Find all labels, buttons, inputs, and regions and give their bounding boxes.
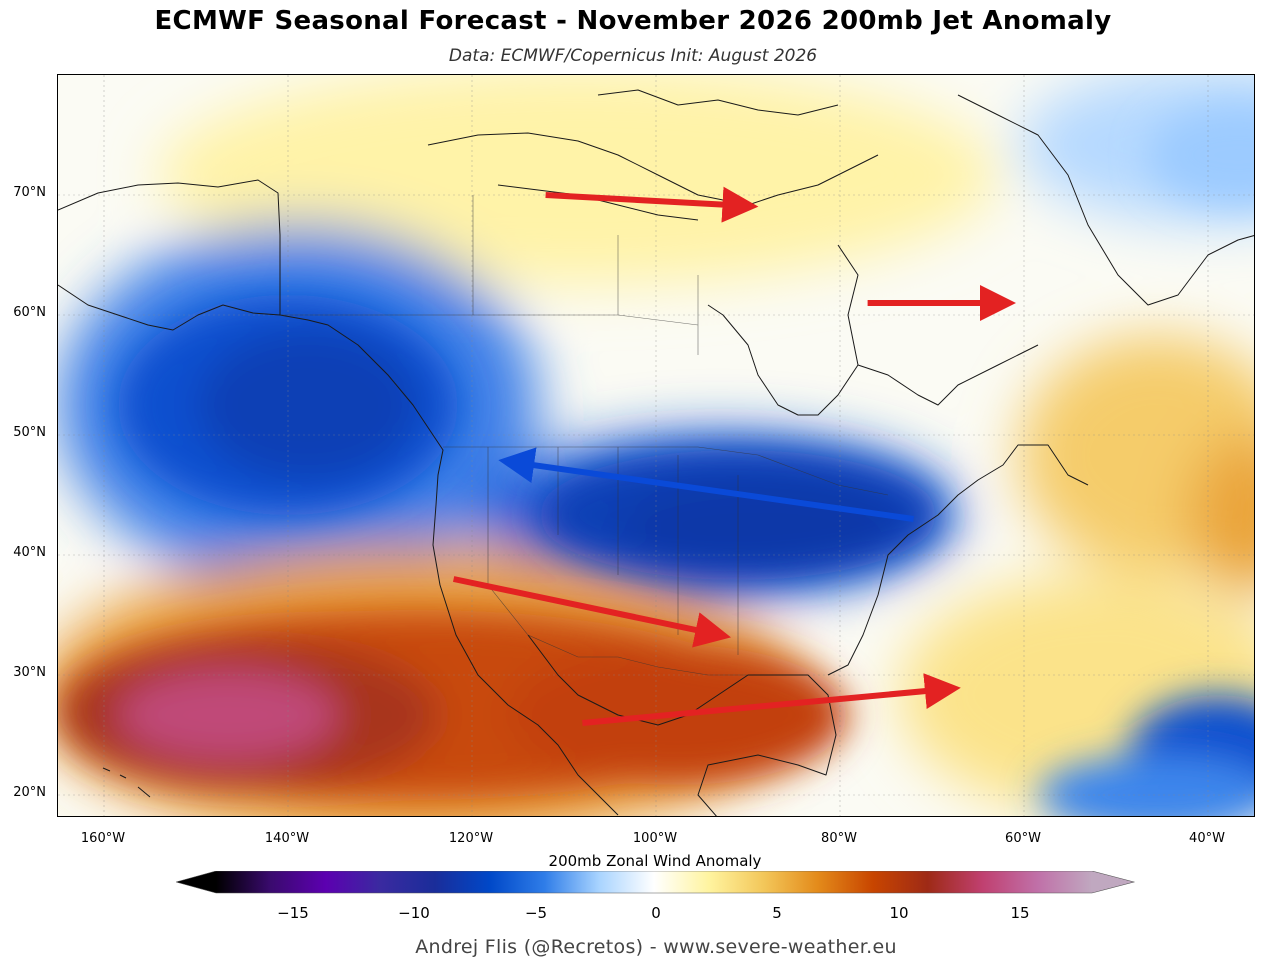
political-borders — [280, 195, 889, 676]
lat-label-70n: 70°N — [13, 185, 46, 200]
graticule — [58, 75, 1254, 816]
colorbar-tick-m10: −10 — [398, 904, 430, 922]
lon-label-40w: 40°W — [1189, 831, 1225, 846]
lon-label-160w: 160°W — [80, 831, 126, 846]
arrow-arctic-canada — [545, 186, 759, 223]
colorbar-extend-high — [1092, 871, 1134, 893]
colorbar-tick-15: 15 — [1010, 904, 1030, 922]
chart-title: ECMWF Seasonal Forecast - November 2026 … — [154, 6, 1112, 36]
arrow-subtropical-jet — [582, 673, 961, 726]
lon-label-140w: 140°W — [264, 831, 310, 846]
jet-arrows — [452, 186, 1016, 726]
colorbar-extend-low — [176, 871, 216, 893]
lat-label-30n: 30°N — [13, 665, 46, 680]
lon-label-80w: 80°W — [821, 831, 857, 846]
colorbar — [176, 871, 1136, 894]
map-panel — [57, 74, 1255, 817]
colorbar-tick-m5: −5 — [524, 904, 548, 922]
lon-label-120w: 120°W — [448, 831, 494, 846]
colorbar-tick-10: 10 — [889, 904, 909, 922]
chart-subtitle: Data: ECMWF/Copernicus Init: August 2026 — [448, 46, 818, 66]
lon-label-100w: 100°W — [632, 831, 678, 846]
lat-label-50n: 50°N — [13, 425, 46, 440]
lat-label-60n: 60°N — [13, 305, 46, 320]
colorbar-tick-0: 0 — [651, 904, 661, 922]
colorbar-label: 200mb Zonal Wind Anomaly — [548, 852, 762, 870]
lat-label-40n: 40°N — [13, 545, 46, 560]
anomaly-map — [58, 75, 1254, 816]
colorbar-tick-m15: −15 — [277, 904, 309, 922]
lat-label-20n: 20°N — [13, 785, 46, 800]
colorbar-tick-5: 5 — [772, 904, 782, 922]
credit-line: Andrej Flis (@Recretos) - www.severe-wea… — [415, 936, 897, 958]
coastlines — [58, 89, 1254, 816]
arrow-retrograde-north-us — [498, 447, 915, 522]
arrow-southwest-jet — [452, 576, 731, 648]
colorbar-body — [216, 871, 1092, 893]
lon-label-60w: 60°W — [1005, 831, 1041, 846]
anomaly-field — [58, 75, 1254, 816]
